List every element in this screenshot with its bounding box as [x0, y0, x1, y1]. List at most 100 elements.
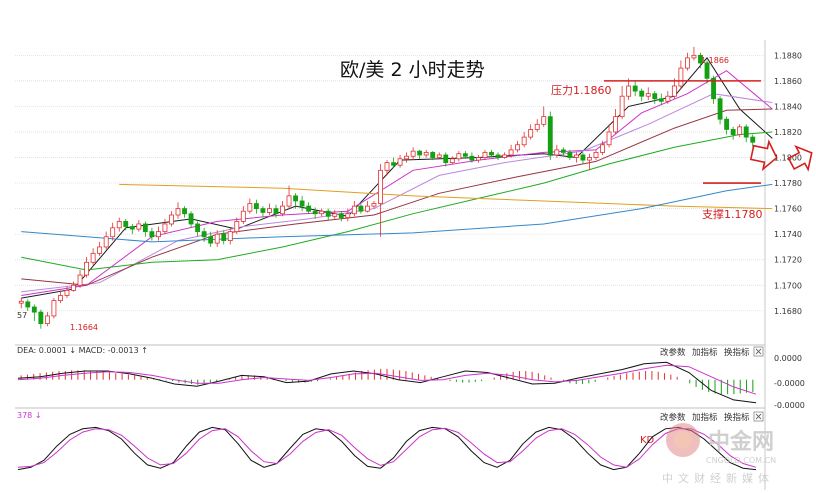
candle-body [632, 85, 638, 92]
candlesticks [18, 46, 756, 329]
arrow-up-right-icon [787, 144, 813, 172]
kd-indicator-label: 378 ↓ [17, 411, 42, 420]
moving-average-line [21, 131, 773, 271]
candle-body [378, 169, 383, 204]
candle-body [593, 152, 599, 158]
candle-body [247, 203, 253, 212]
candle-body [38, 311, 44, 325]
candle-body [652, 93, 658, 100]
candle-body [730, 129, 736, 135]
candle-body [469, 155, 475, 161]
kd-change-params-button[interactable]: 改参数 [660, 412, 686, 423]
left-edge-label: 57 [17, 311, 27, 320]
candle-body [44, 315, 50, 325]
candle-body [182, 208, 187, 215]
candle-body [717, 98, 723, 120]
candle-body [155, 231, 161, 238]
price-tick-label: 1.1680 [774, 307, 802, 316]
candle-body [626, 85, 632, 97]
candle-body [25, 301, 31, 308]
candle-body [31, 306, 37, 313]
candle-body [404, 155, 410, 160]
candle-body [685, 57, 690, 69]
candle-body [737, 126, 743, 135]
candle-body [541, 116, 547, 125]
macd-tick-label: -0.0000 [774, 401, 805, 410]
candle-body [103, 236, 109, 248]
candle-body [508, 149, 514, 156]
watermark-name: 中金网 [708, 429, 774, 455]
macd-line [17, 361, 757, 404]
macd-tick-label: -0.0000 [774, 379, 805, 388]
candle-body [397, 158, 403, 166]
candle-body [613, 116, 619, 133]
macd-panel: 0.0000 -0.0000 -0.0000 [17, 354, 805, 410]
candle-body [671, 85, 677, 97]
moving-average-line [21, 183, 773, 243]
candle-body [711, 77, 716, 100]
candle-body [619, 95, 625, 118]
candle-body [240, 210, 246, 222]
candle-body [260, 208, 266, 213]
macd-change-params-button[interactable]: 改参数 [660, 347, 686, 358]
candle-body [554, 149, 560, 156]
price-tick-label: 1.1760 [774, 205, 802, 214]
kd-legend-label: KD [640, 435, 655, 446]
candle-body [351, 205, 357, 215]
resistance-label: 压力1.1860 [551, 84, 612, 97]
moving-average-line [21, 108, 773, 286]
candle-body [312, 210, 318, 215]
candle-body [698, 54, 703, 64]
kd-switch-indicator-button[interactable]: 换指标 [724, 412, 750, 423]
candle-body [195, 223, 201, 233]
price-tick-label: 1.1840 [774, 102, 802, 111]
candle-body [743, 126, 749, 138]
kd-close-icon[interactable] [753, 411, 764, 422]
kd-panel [17, 426, 757, 471]
candle-body [456, 153, 462, 160]
candle-body [208, 236, 214, 244]
candle-body [658, 98, 664, 102]
price-axis: 1.18801.18601.18401.18201.18001.17801.17… [774, 51, 802, 316]
candle-body [97, 246, 103, 254]
candle-body [371, 203, 377, 207]
candle-body [149, 231, 155, 238]
macd-switch-indicator-button[interactable]: 换指标 [724, 347, 750, 358]
price-tick-label: 1.1880 [774, 51, 802, 60]
candle-body [534, 123, 540, 130]
candle-body [528, 129, 534, 138]
candle-body [110, 227, 116, 238]
candle-body [214, 233, 220, 244]
candle-body [724, 118, 730, 130]
candle-body [410, 150, 416, 157]
candle-body [332, 213, 338, 217]
kd-add-indicator-button[interactable]: 加指标 [692, 412, 718, 423]
candle-body [600, 144, 605, 153]
candle-body [18, 300, 24, 304]
candle-body [639, 90, 645, 97]
candle-body [495, 154, 501, 158]
macd-close-icon[interactable] [753, 346, 764, 357]
candle-body [123, 221, 129, 227]
candle-body [364, 205, 370, 212]
candle-body [280, 205, 285, 215]
candle-body [84, 261, 89, 276]
candle-body [175, 208, 181, 216]
candle-body [606, 131, 612, 146]
candle-body [306, 205, 312, 212]
price-tick-label: 1.1740 [774, 230, 802, 239]
candle-body [423, 152, 429, 156]
candle-body [515, 144, 521, 151]
candle-body [482, 152, 488, 158]
high-price-label: 1.1866 [701, 56, 729, 65]
candle-body [417, 150, 423, 156]
candle-body [645, 93, 651, 97]
macd-add-indicator-button[interactable]: 加指标 [692, 347, 718, 358]
candle-body [704, 62, 710, 79]
macd-line [17, 364, 757, 395]
moving-average-line [21, 57, 773, 299]
candle-body [502, 154, 507, 158]
candle-body [227, 231, 233, 241]
candle-body [521, 136, 527, 146]
